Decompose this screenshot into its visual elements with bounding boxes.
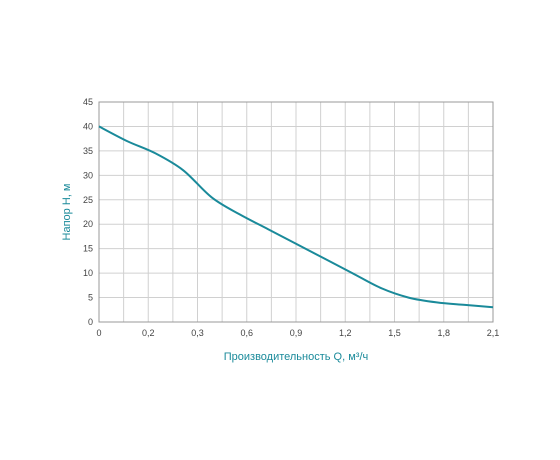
x-tick-label: 0,6 [240,328,253,338]
x-tick-label: 0,2 [142,328,155,338]
x-tick-label: 0,3 [191,328,204,338]
x-tick-label: 0,9 [290,328,303,338]
y-tick-label: 45 [83,97,93,107]
x-tick-label: 2,1 [487,328,500,338]
x-tick-label: 1,2 [339,328,352,338]
y-tick-label: 0 [88,317,93,327]
y-tick-label: 30 [83,170,93,180]
y-tick-label: 20 [83,219,93,229]
y-tick-label: 25 [83,195,93,205]
y-tick-label: 5 [88,293,93,303]
x-tick-label: 0 [96,328,101,338]
x-tick-labels: 0 0,2 0,3 0,6 0,9 1,2 1,5 1,8 2,1 [96,328,499,338]
y-tick-label: 10 [83,268,93,278]
head-flow-curve [98,125,494,309]
horizontal-gridlines [99,125,493,299]
y-axis-label: Напор Н, м [61,184,73,241]
x-tick-label: 1,5 [388,328,401,338]
vertical-gridlines [123,102,469,322]
y-tick-label: 15 [83,244,93,254]
y-tick-label: 40 [83,121,93,131]
plot-frame [98,101,494,323]
y-tick-labels: 0 5 10 15 20 25 30 35 40 45 [83,97,93,327]
y-tick-label: 35 [83,146,93,156]
x-axis-label: Производительность Q, м³/ч [224,351,369,363]
x-tick-label: 1,8 [437,328,450,338]
